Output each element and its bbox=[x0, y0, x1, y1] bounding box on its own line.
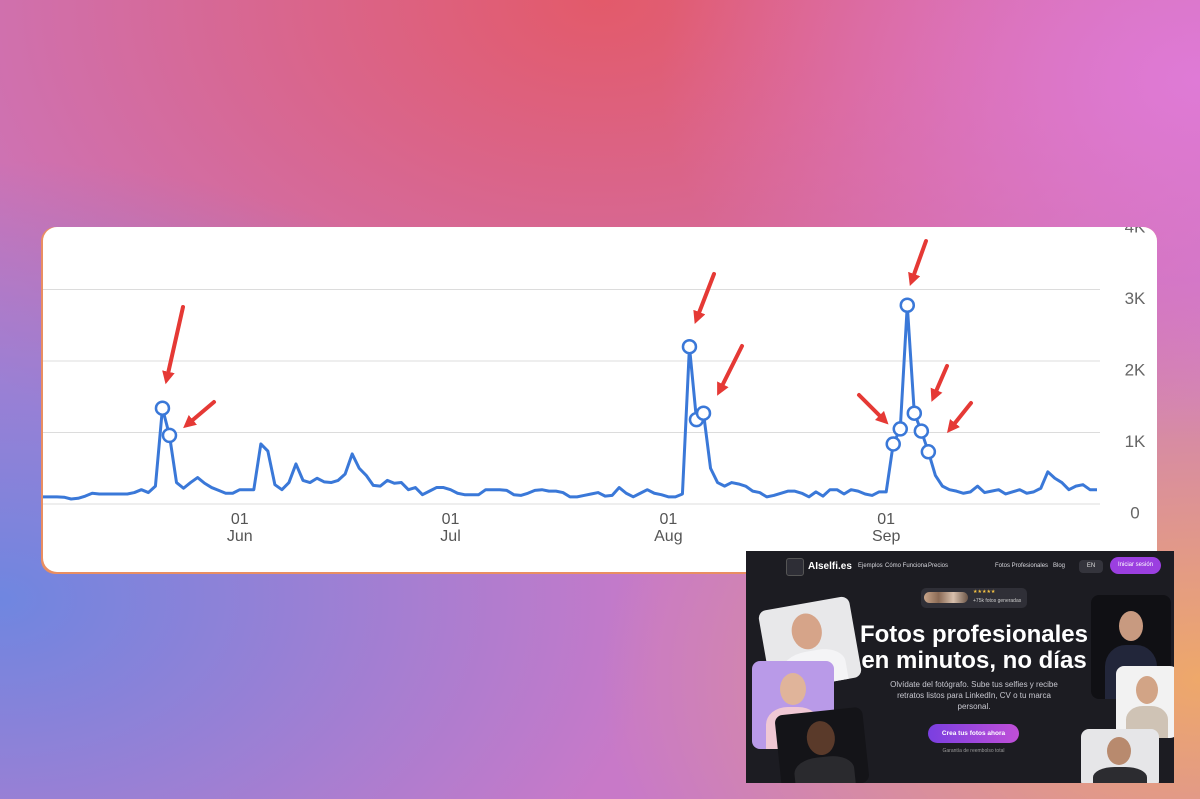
avatars bbox=[924, 592, 968, 603]
photo bbox=[1081, 729, 1159, 783]
cta-button[interactable]: Crea tus fotos ahora bbox=[928, 724, 1019, 743]
badge-text: +75k fotos generadas bbox=[973, 598, 1022, 604]
arrow bbox=[162, 305, 185, 385]
y-tick-label: 4K bbox=[1125, 217, 1146, 236]
photo bbox=[774, 706, 870, 783]
highlight-marker bbox=[913, 423, 930, 439]
annotation-arrows bbox=[162, 239, 973, 433]
arrow bbox=[183, 400, 216, 429]
stars: ★★★★★ bbox=[973, 589, 996, 595]
highlight-marker bbox=[695, 405, 712, 421]
subtitle: Olvídate del fotógrafo. Sube tus selfies… bbox=[890, 680, 1058, 711]
nav-link[interactable]: Ejemplos bbox=[858, 563, 883, 569]
website-screenshot: AIselfi.es Ejemplos Cómo Funciona Precio… bbox=[746, 551, 1174, 783]
logo-icon bbox=[786, 558, 804, 576]
headline: en minutos, no días bbox=[861, 647, 1087, 674]
arrow bbox=[857, 393, 889, 425]
highlight-marker bbox=[920, 444, 937, 460]
x-tick-label: 01 Aug bbox=[654, 511, 683, 545]
arrow bbox=[947, 401, 973, 433]
nav-link[interactable]: Precios bbox=[928, 563, 949, 569]
nav-link[interactable]: Cómo Funciona bbox=[885, 563, 928, 569]
highlight-marker bbox=[899, 297, 916, 313]
y-tick-label: 2K bbox=[1125, 360, 1146, 379]
chart-card bbox=[43, 227, 1157, 572]
arrow bbox=[693, 272, 716, 324]
x-tick-label: 01 Jul bbox=[440, 511, 461, 545]
x-tick-label: 01 Sep bbox=[871, 511, 901, 545]
highlight-marker bbox=[885, 436, 901, 452]
y-tick-label: 1K bbox=[1125, 432, 1146, 451]
arrow bbox=[930, 364, 949, 402]
highlight-marker bbox=[906, 405, 923, 421]
highlight-marker bbox=[892, 421, 909, 437]
highlight-marker bbox=[161, 427, 178, 444]
nav-link[interactable]: Fotos Profesionales bbox=[995, 563, 1049, 569]
photo bbox=[1116, 666, 1174, 738]
plot: 0 1K 2K 3K 4K bbox=[43, 217, 1146, 522]
highlight-marker bbox=[681, 338, 698, 355]
logo[interactable]: AIselfi.es bbox=[808, 561, 852, 572]
y-tick-label: 0 bbox=[1130, 503, 1139, 522]
x-tick-label: 01 Jun bbox=[226, 511, 253, 545]
language-button[interactable]: EN bbox=[1079, 560, 1103, 573]
guarantee: Garantía de reembolso total bbox=[942, 748, 1005, 754]
y-tick-label: 3K bbox=[1125, 289, 1146, 308]
arrow bbox=[717, 344, 744, 396]
highlight-marker bbox=[154, 400, 171, 416]
headline: Fotos profesionales bbox=[859, 621, 1089, 648]
nav-link[interactable]: Blog bbox=[1053, 563, 1066, 569]
arrow bbox=[908, 239, 928, 287]
login-button[interactable]: Iniciar sesión bbox=[1110, 557, 1161, 574]
